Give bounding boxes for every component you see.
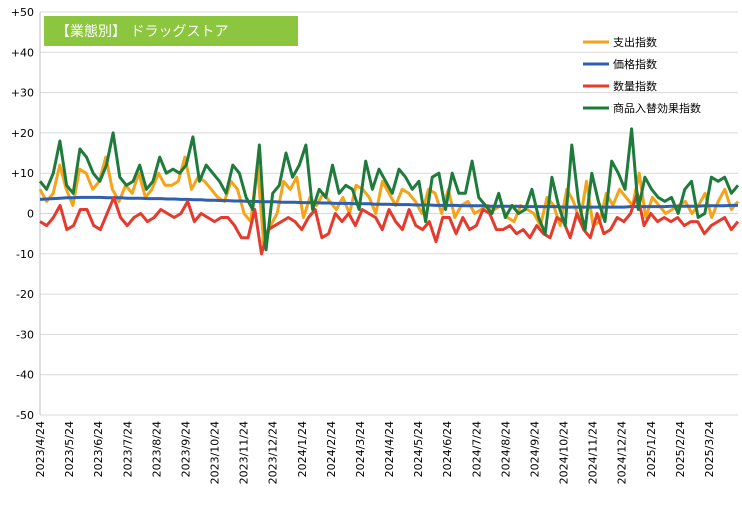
axes: +50 +40 +30 +20 +10 0 -10 -20 -30 -40 -502023/4/24… bbox=[11, 6, 716, 484]
legend-label: 支出指数 bbox=[613, 35, 657, 49]
series-line-0 bbox=[38, 155, 740, 248]
title-background bbox=[44, 16, 298, 46]
series-line-1 bbox=[39, 195, 738, 209]
x-tick-label: 2024/2/24 bbox=[325, 421, 338, 477]
x-tick-label: 2025/1/24 bbox=[645, 421, 658, 477]
x-tick-label: 2024/1/24 bbox=[296, 421, 309, 477]
x-tick-label: 2024/8/24 bbox=[499, 421, 512, 477]
y-tick-label: -40 bbox=[16, 369, 34, 382]
chart-title-box: 【業態別】 ドラッグストア bbox=[44, 16, 298, 46]
x-tick-label: 2023/10/24 bbox=[209, 421, 222, 484]
y-tick-label: -50 bbox=[16, 409, 34, 422]
x-tick-label: 2023/12/24 bbox=[267, 421, 280, 484]
y-tick-label: +50 bbox=[11, 6, 34, 19]
y-tick-label: -30 bbox=[16, 328, 34, 341]
x-tick-label: 2023/6/24 bbox=[92, 421, 105, 477]
x-tick-label: 2025/3/24 bbox=[703, 421, 716, 477]
x-tick-label: 2023/8/24 bbox=[150, 421, 163, 477]
x-tick-label: 2023/11/24 bbox=[238, 421, 251, 484]
x-tick-label: 2024/4/24 bbox=[383, 421, 396, 477]
chart-title: 【業態別】 ドラッグストア bbox=[56, 24, 228, 40]
series-line-3 bbox=[38, 127, 740, 252]
legend-label: 価格指数 bbox=[613, 57, 657, 71]
y-tick-label: +10 bbox=[11, 167, 34, 180]
x-tick-label: 2024/11/24 bbox=[587, 421, 600, 484]
x-tick-label: 2024/12/24 bbox=[616, 421, 629, 484]
y-tick-label: +40 bbox=[11, 46, 34, 59]
x-tick-label: 2024/9/24 bbox=[528, 421, 541, 477]
x-tick-label: 2023/9/24 bbox=[179, 421, 192, 477]
x-tick-label: 2024/3/24 bbox=[354, 421, 367, 477]
y-tick-label: +20 bbox=[11, 127, 34, 140]
legend-label: 数量指数 bbox=[613, 79, 657, 93]
x-tick-label: 2023/4/24 bbox=[34, 421, 47, 477]
y-tick-label: -20 bbox=[16, 288, 34, 301]
x-tick-label: 2024/5/24 bbox=[412, 421, 425, 477]
x-tick-label: 2023/7/24 bbox=[121, 421, 134, 477]
series-line-2 bbox=[39, 191, 740, 256]
series-lines bbox=[38, 127, 740, 256]
x-tick-label: 2024/10/24 bbox=[558, 421, 571, 484]
y-tick-label: 0 bbox=[27, 208, 34, 221]
x-tick-label: 2023/5/24 bbox=[63, 421, 76, 477]
x-tick-label: 2024/6/24 bbox=[441, 421, 454, 477]
y-tick-label: +30 bbox=[11, 87, 34, 100]
y-tick-label: -10 bbox=[16, 248, 34, 261]
x-tick-label: 2024/7/24 bbox=[470, 421, 483, 477]
legend-label: 商品入替効果指数 bbox=[613, 101, 701, 115]
x-tick-label: 2025/2/24 bbox=[674, 421, 687, 477]
